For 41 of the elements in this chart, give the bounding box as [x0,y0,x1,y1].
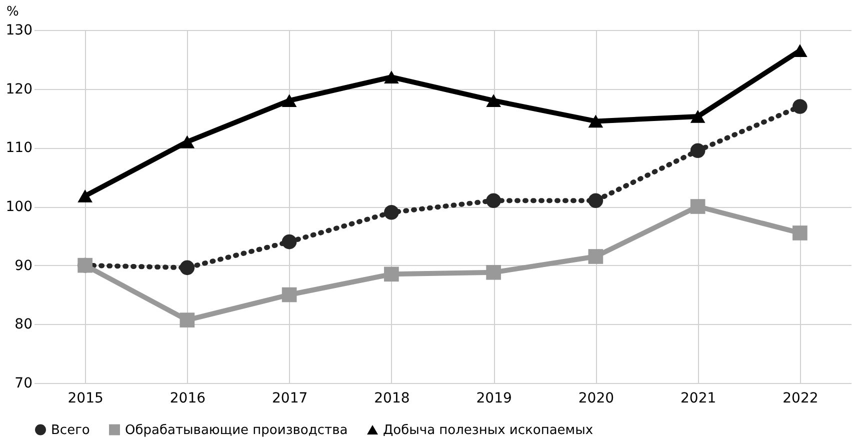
point [180,312,195,328]
x-tick-label: 2021 [680,390,716,406]
x-tick-label: 2015 [68,390,104,406]
point [486,94,501,108]
x-tick-label: 2020 [578,390,614,406]
legend-label: Всего [51,422,90,438]
point [486,264,501,280]
point [78,189,92,202]
point [792,44,808,58]
y-tick-label: 120 [6,81,32,98]
point [282,287,297,302]
x-tick-label: 2018 [374,390,410,406]
point [690,199,706,214]
point [384,204,399,220]
y-axis-title: % [6,4,19,20]
point [588,193,604,208]
point [588,249,604,264]
x-tick-label: 2022 [782,390,818,406]
point [180,260,195,276]
legend-label: Обрабатывающие производства [125,422,348,438]
y-tick-label: 80 [14,316,32,333]
y-tick-label: 110 [6,140,32,156]
point [180,135,195,148]
point [690,143,706,158]
point [792,226,808,240]
legend-label: Добыча полезных ископаемых [383,422,594,438]
point [588,114,604,128]
point [282,94,297,108]
point [486,193,501,208]
y-tick-label: 130 [6,22,32,38]
point [384,70,399,84]
x-tick-label: 2016 [170,390,206,406]
x-tick-label: 2019 [476,390,512,406]
point [792,99,808,114]
point [282,234,297,250]
point [690,110,706,123]
x-tick-label: 2017 [272,390,308,406]
y-tick-label: 90 [14,258,32,274]
y-tick-label: 70 [14,376,32,392]
y-tick-label: 100 [6,199,32,215]
point [384,266,399,282]
